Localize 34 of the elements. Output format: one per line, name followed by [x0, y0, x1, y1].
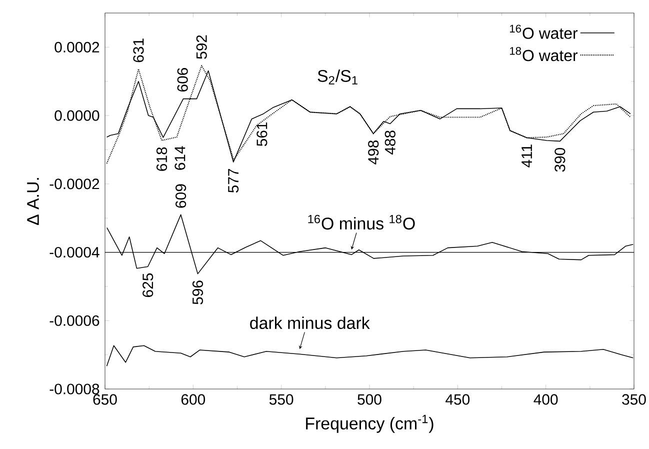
x-tick-label: 600 [181, 394, 206, 405]
annotation: 592 [196, 35, 207, 59]
annotation: 390 [554, 148, 566, 172]
y-tick-label: -0.0002 [50, 178, 100, 190]
annotation: 614 [174, 146, 186, 170]
annotation: 625 [142, 273, 154, 297]
y-tick-label: 0.0002 [54, 42, 100, 52]
y-axis-title: Δ A.U. [27, 178, 39, 225]
annotation: 488 [384, 130, 396, 155]
series-label: $^{16}$O minus $^{18}$O [308, 214, 415, 230]
annotation: 631 [133, 38, 144, 62]
y-tick-label: -0.0006 [50, 315, 100, 326]
x-axis-title: Frequency (cm$^{-1}$) [306, 414, 434, 433]
x-tick-label: 350 [622, 394, 646, 405]
y-tick-label: -0.0004 [50, 246, 100, 258]
annotation: 609 [176, 184, 186, 208]
x-tick-label: 650 [93, 394, 117, 405]
legend-label: $^{16}$O water [510, 24, 578, 39]
x-tick-label: 550 [269, 394, 294, 405]
annotation: 411 [522, 144, 532, 168]
annotation: 577 [228, 168, 239, 193]
annotation: 498 [368, 140, 379, 164]
legend-label: $^{18}$O water [510, 46, 578, 62]
y-tick-label: -0.0008 [50, 384, 100, 394]
annotation: 606 [177, 68, 188, 92]
annotation: 596 [192, 280, 204, 304]
annotation: 618 [156, 147, 168, 171]
y-tick-label: 0.0000 [54, 110, 100, 121]
x-tick-label: 400 [534, 394, 558, 405]
annotation: 561 [256, 122, 268, 146]
x-tick-label: 450 [446, 394, 470, 405]
annotation: S$_{2}$/S$_{1}$ [318, 70, 358, 84]
series-label: dark minus dark [250, 316, 370, 330]
x-tick-label: 500 [358, 394, 382, 405]
